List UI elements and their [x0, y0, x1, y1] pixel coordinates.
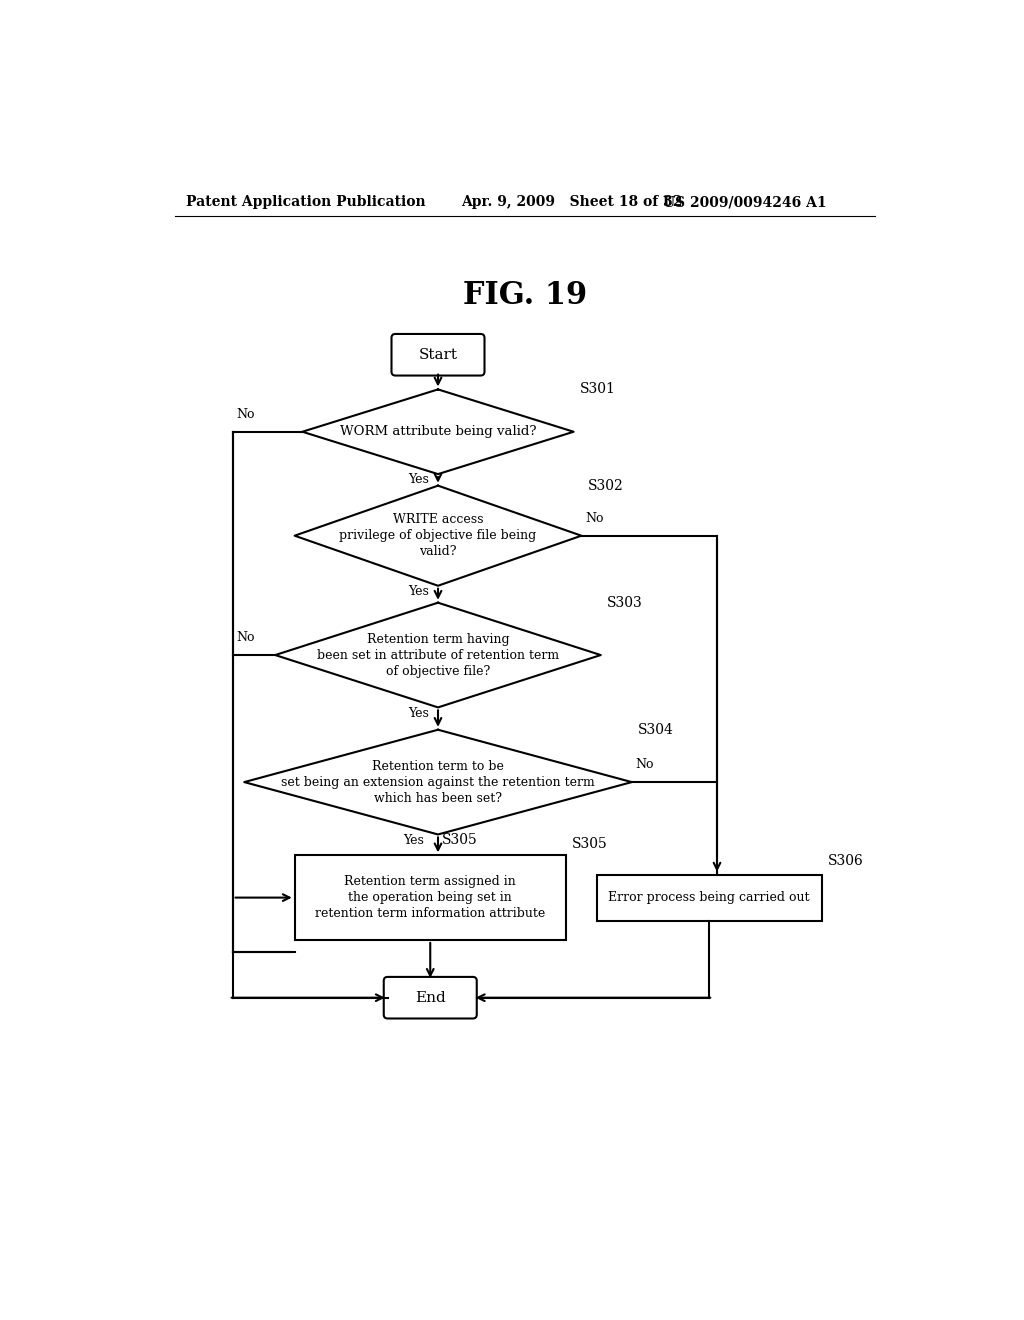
Text: End: End	[415, 991, 445, 1005]
Text: No: No	[237, 631, 255, 644]
Text: No: No	[636, 758, 654, 771]
Text: S303: S303	[607, 595, 643, 610]
Text: WRITE access
privilege of objective file being
valid?: WRITE access privilege of objective file…	[339, 513, 537, 558]
Text: Error process being carried out: Error process being carried out	[608, 891, 810, 904]
Text: Yes: Yes	[409, 585, 429, 598]
Text: Yes: Yes	[403, 834, 424, 846]
Text: S302: S302	[588, 479, 624, 492]
Text: FIG. 19: FIG. 19	[463, 280, 587, 312]
Text: No: No	[237, 408, 255, 421]
Text: Retention term having
been set in attribute of retention term
of objective file?: Retention term having been set in attrib…	[317, 632, 559, 677]
Text: WORM attribute being valid?: WORM attribute being valid?	[340, 425, 537, 438]
Text: Yes: Yes	[409, 474, 429, 486]
Text: S304: S304	[638, 722, 674, 737]
Text: Patent Application Publication: Patent Application Publication	[186, 195, 426, 210]
Text: S305: S305	[442, 833, 477, 846]
Text: Retention term to be
set being an extension against the retention term
which has: Retention term to be set being an extens…	[282, 759, 595, 805]
Text: Start: Start	[419, 347, 458, 362]
FancyBboxPatch shape	[384, 977, 477, 1019]
Text: US 2009/0094246 A1: US 2009/0094246 A1	[663, 195, 826, 210]
Text: S306: S306	[827, 854, 863, 869]
FancyBboxPatch shape	[391, 334, 484, 376]
Text: Yes: Yes	[409, 706, 429, 719]
Text: S305: S305	[572, 837, 608, 850]
Text: S301: S301	[580, 383, 615, 396]
Text: No: No	[586, 512, 604, 525]
Text: Retention term assigned in
the operation being set in
retention term information: Retention term assigned in the operation…	[315, 875, 546, 920]
Text: Apr. 9, 2009   Sheet 18 of 32: Apr. 9, 2009 Sheet 18 of 32	[461, 195, 683, 210]
Bar	[295, 855, 566, 940]
Bar	[597, 874, 821, 921]
